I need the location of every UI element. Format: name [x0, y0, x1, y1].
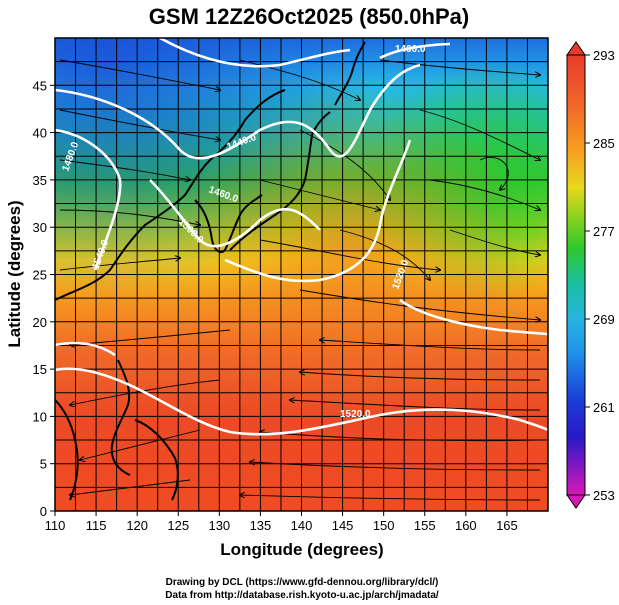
graticule: [55, 38, 548, 511]
contour-label: 1400.0: [395, 44, 426, 55]
colorbar-tick-label: 261: [593, 400, 615, 415]
x-tick-label: 135: [250, 518, 272, 533]
x-tick-label: 155: [414, 518, 436, 533]
colorbar-bottom-arrow: [566, 494, 586, 509]
colorbar-tick-label: 253: [593, 488, 615, 503]
coastlines: [55, 41, 366, 501]
x-tick-label: 125: [167, 518, 189, 533]
y-tick-label: 40: [33, 126, 47, 141]
x-axis-label: Longitude (degrees): [220, 540, 383, 559]
contour-label: 1520.0: [340, 409, 371, 420]
y-tick-label: 30: [33, 220, 47, 235]
y-axis: 0 5 10 15 20 25 30 35 40 45: [33, 78, 55, 519]
x-tick-label: 110: [45, 518, 66, 533]
x-tick-label: 150: [373, 518, 395, 533]
y-tick-label: 25: [33, 268, 47, 283]
colorbar: 293 285 277 269 261 253: [566, 41, 615, 509]
contour-line: [55, 341, 116, 357]
colorbar-scale: [566, 54, 586, 496]
y-tick-label: 0: [40, 504, 47, 519]
contour-line: [399, 298, 548, 336]
y-tick-label: 35: [33, 173, 47, 188]
hokkaido-coastline: [334, 41, 366, 106]
colorbar-tick-label: 269: [593, 312, 615, 327]
x-tick-label: 120: [126, 518, 148, 533]
contour-line: [149, 179, 321, 248]
colorbar-tick-label: 277: [593, 224, 615, 239]
contour-line: [55, 63, 421, 160]
y-tick-label: 45: [33, 78, 47, 93]
x-tick-label: 130: [208, 518, 230, 533]
y-axis-label: Latitude (degrees): [5, 200, 24, 347]
x-tick-label: 165: [496, 518, 518, 533]
y-tick-label: 20: [33, 315, 47, 330]
contour-line: [55, 128, 122, 271]
x-axis: 110 115 120 125 130 135 140 145 150 155 160 165: [45, 511, 518, 533]
x-tick-label: 115: [86, 518, 107, 533]
contour-line: [159, 38, 351, 68]
colorbar-tick-label: 293: [593, 48, 615, 63]
credit-drawing: Drawing by DCL (https://www.gfd-dennou.o…: [166, 577, 439, 588]
asia-coastline: [55, 89, 286, 301]
borneo-coastline: [134, 419, 179, 501]
contour-line: [224, 139, 412, 283]
contour-line: [55, 367, 548, 436]
x-tick-label: 145: [332, 518, 354, 533]
x-tick-label: 160: [455, 518, 477, 533]
geopotential-contours: [55, 38, 548, 436]
chart-title: GSM 12Z26Oct2025 (850.0hPa): [149, 4, 469, 29]
credit-data: Data from http://database.rish.kyoto-u.a…: [165, 590, 439, 601]
y-tick-label: 10: [33, 409, 47, 424]
contour-line: [379, 42, 451, 60]
y-tick-label: 5: [40, 457, 47, 472]
colorbar-top-arrow: [566, 41, 586, 56]
colorbar-tick-label: 285: [593, 136, 615, 151]
y-tick-label: 15: [33, 362, 47, 377]
map-area: 1400.0 1440.0 1460.0 1480.0 1500.0 1520.…: [55, 38, 548, 511]
x-tick-label: 140: [291, 518, 313, 533]
